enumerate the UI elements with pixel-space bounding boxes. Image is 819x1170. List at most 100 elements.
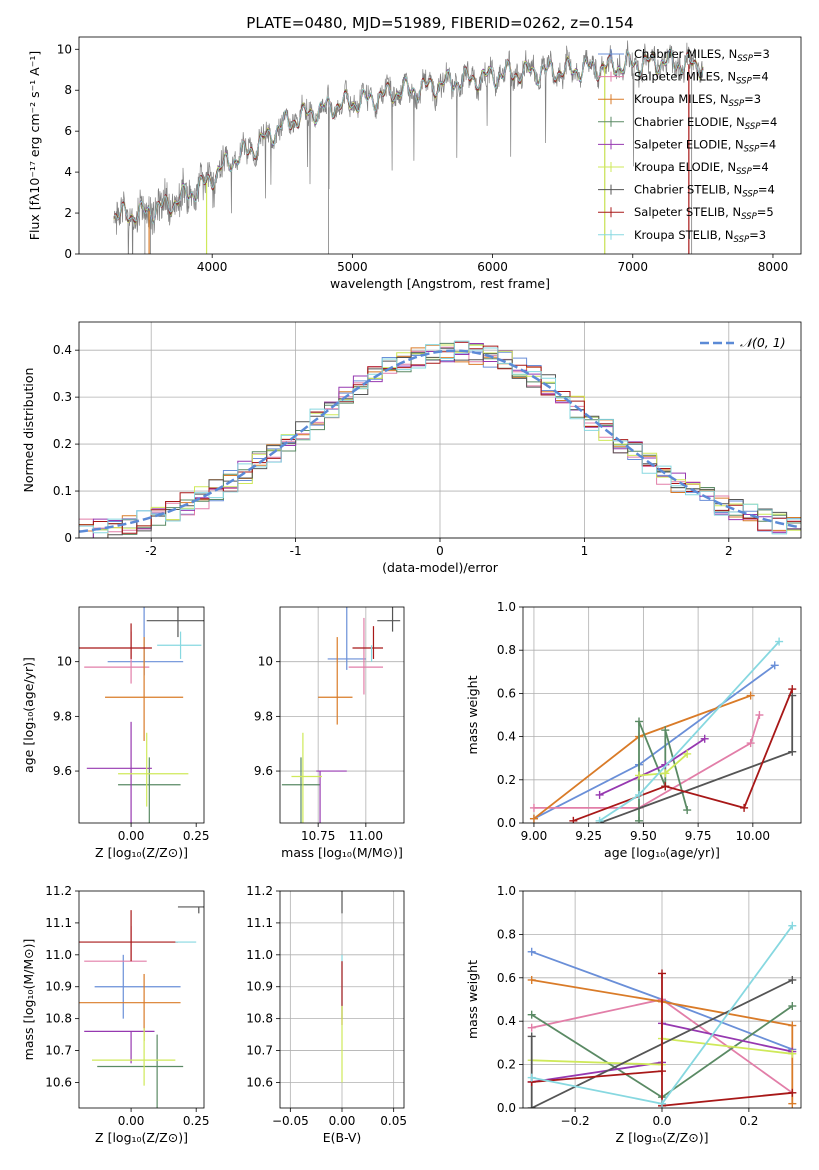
errorbar-point: [177, 906, 204, 914]
y-tick-label: 11.1: [45, 916, 72, 930]
x-axis-label: Z [log₁₀(Z/Z⊙)]: [616, 1130, 709, 1145]
x-tick-label: 0.25: [183, 829, 210, 843]
x-axis-label: mass [log₁₀(M/M⊙)]: [281, 845, 403, 860]
y-tick-label: 0.0: [497, 816, 516, 830]
x-tick-label: 0.00: [118, 1114, 145, 1128]
mass-weight-series: [635, 749, 692, 780]
legend-suffix: =4: [758, 183, 775, 197]
x-tick-label: 0: [436, 544, 444, 558]
y-tick-label: 0.2: [497, 1058, 516, 1072]
y-tick-label: 0.4: [497, 730, 516, 744]
y-axis-label: age [log₁₀(age/yr)]: [21, 657, 36, 773]
legend-label: Chabrier STELIB, N: [634, 183, 742, 197]
y-tick-label: 10: [57, 42, 72, 56]
legend-label: Kroupa ELODIE, N: [634, 160, 736, 174]
legend-subscript: SSP: [736, 167, 752, 177]
mass-weight-series: [527, 969, 797, 1108]
mass-weight-series: [529, 711, 764, 812]
legend-entry: Chabrier STELIB, NSSP=4: [634, 183, 775, 200]
legend-suffix: =4: [759, 137, 776, 151]
axes-frame: [279, 890, 405, 1109]
y-tick-label: 9.6: [53, 764, 72, 778]
model-spectrum-line: [113, 49, 704, 224]
mass-vs-metallicity-panel: 0.00 0.25 10.6 10.7 10.8 10.9 11.0 11.1 11.2 Z [l…: [21, 884, 210, 1145]
age-vs-metallicity-panel-plot-area: [79, 607, 204, 823]
legend-entry: Chabrier MILES, NSSP=3: [634, 47, 770, 64]
y-tick-label: 4: [64, 165, 72, 179]
y-tick-label: 11.0: [45, 948, 72, 962]
y-tick-label: 10.7: [246, 1044, 273, 1058]
y-axis-label: Normed distribution: [21, 368, 36, 493]
y-tick-label: 10.8: [45, 1012, 72, 1026]
y-tick-label: 0.8: [497, 643, 516, 657]
x-tick-label: 9.50: [630, 829, 657, 843]
y-tick-label: 10.7: [45, 1044, 72, 1058]
x-tick-label: 0.00: [118, 829, 145, 843]
legend-subscript: SSP: [742, 190, 758, 200]
x-tick-label: 0.00: [329, 1114, 356, 1128]
legend-entry: Salpeter MILES, NSSP=4: [634, 70, 769, 87]
mass-vs-extinction-panel: −0.05 0.00 0.05 10.6 10.7 10.8 10.9 11.0 11.1 11.…: [246, 884, 407, 1145]
y-tick-label: 0.0: [497, 1101, 516, 1115]
legend-suffix: =4: [752, 160, 769, 174]
x-axis-label: Z [log₁₀(Z/Z⊙)]: [95, 1130, 188, 1145]
legend-label: Salpeter MILES, N: [634, 70, 736, 84]
x-axis-label: Z [log₁₀(Z/Z⊙)]: [95, 845, 188, 860]
mass-weight-vs-age-panel: 9.00 9.25 9.50 9.75 10.00 0.0 0.2 0.4 0.6 0.8 1.0 a…: [465, 600, 802, 860]
legend-subscript: SSP: [736, 77, 752, 87]
x-tick-label: 8000: [758, 260, 789, 274]
y-tick-label: 0.2: [53, 437, 72, 451]
y-axis-label: mass weight: [465, 675, 480, 754]
legend-entry: Kroupa MILES, NSSP=3: [634, 92, 761, 109]
series-line: [599, 738, 706, 796]
y-tick-label: 0.2: [497, 773, 516, 787]
y-tick-label: 0.4: [53, 343, 72, 357]
x-tick-label: 9.25: [575, 829, 602, 843]
y-tick-label: 6: [64, 124, 72, 138]
x-tick-label: -1: [290, 544, 302, 558]
legend-suffix: =3: [749, 228, 766, 242]
y-tick-label: 10: [57, 655, 72, 669]
y-tick-label: 9.8: [53, 709, 72, 723]
mass-weight-series: [595, 734, 709, 799]
x-tick-label: 11.00: [349, 829, 383, 843]
x-tick-label: 7000: [617, 260, 648, 274]
y-tick-label: 11.2: [45, 884, 72, 898]
x-tick-label: 10.00: [736, 829, 770, 843]
errorbar-point: [86, 721, 152, 823]
y-axis-label: mass [log₁₀(M/M⊙)]: [21, 939, 36, 1061]
y-tick-label: 11.1: [246, 916, 273, 930]
series-line: [599, 640, 780, 822]
x-tick-label: −0.2: [561, 1114, 590, 1128]
mass-weight-vs-age-panel-plot-area: [529, 637, 797, 823]
legend-label: Salpeter STELIB, N: [634, 205, 741, 219]
axes-frame: [78, 321, 802, 539]
errorbar-point: [318, 637, 353, 725]
errorbar-point: [118, 732, 189, 807]
errorbar-point: [92, 1028, 176, 1086]
histogram-plot-area: [79, 340, 801, 538]
y-axis-label: mass weight: [465, 960, 480, 1039]
legend-entry: Chabrier ELODIE, NSSP=4: [634, 115, 777, 132]
legend-subscript: SSP: [741, 212, 757, 222]
y-tick-label: 10.6: [246, 1075, 273, 1089]
axes-frame: [522, 890, 802, 1109]
series-line: [531, 973, 793, 1107]
residual-panel: -2 -1 0 1 2 0 0.1 0.2 0.3 0.4 (data-model)/error No…: [21, 321, 802, 575]
axes-frame: [78, 606, 205, 824]
x-tick-label: 0.05: [380, 1114, 407, 1128]
errorbar-point: [377, 607, 401, 632]
errorbar-point: [157, 631, 202, 659]
y-tick-label: 0.6: [497, 971, 516, 985]
x-tick-label: −0.05: [272, 1114, 309, 1128]
x-tick-label: 9.75: [685, 829, 712, 843]
x-tick-label: 0.25: [183, 1114, 210, 1128]
legend-suffix: =5: [757, 205, 774, 219]
legend-entry: Salpeter ELODIE, NSSP=4: [634, 137, 776, 154]
x-tick-label: 5000: [337, 260, 368, 274]
age-vs-mass-panel-plot-area: [281, 607, 401, 823]
observed-spectrum: [113, 40, 704, 254]
model-spectrum-line: [113, 51, 704, 225]
legend-entry: Salpeter STELIB, NSSP=5: [634, 205, 774, 222]
